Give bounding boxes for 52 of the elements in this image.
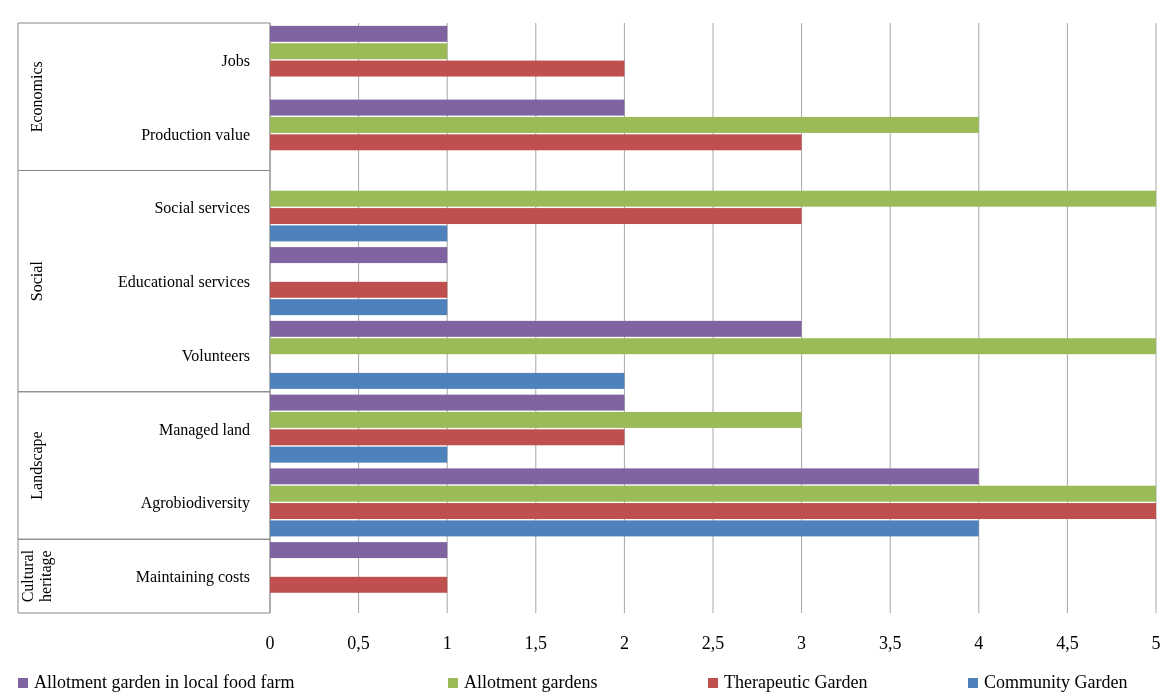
legend-label: Allotment gardens — [464, 672, 598, 692]
y-tick-label: Social services — [154, 199, 250, 217]
y-tick-label: Volunteers — [181, 346, 250, 364]
bar — [270, 99, 625, 116]
text: Social — [28, 260, 45, 302]
bar — [270, 281, 448, 298]
bar — [270, 247, 448, 264]
text: Cultural heritage — [19, 549, 55, 603]
bar — [270, 225, 448, 242]
bar — [270, 542, 448, 559]
bar — [270, 485, 1156, 502]
y-tick-label: Educational services — [118, 273, 250, 291]
bar — [270, 446, 448, 463]
y-tick-label: Jobs — [221, 51, 250, 69]
bar — [270, 411, 802, 428]
legend-label: Allotment garden in local food farm — [34, 672, 295, 692]
x-tick-label: 3,5 — [878, 633, 902, 653]
x-tick-label: 2 — [619, 633, 629, 653]
legend-label: Community Garden — [984, 672, 1128, 692]
bar — [270, 299, 448, 316]
bar — [270, 429, 625, 446]
bar — [270, 116, 979, 133]
bar — [270, 372, 625, 389]
bar — [270, 520, 979, 537]
bar — [270, 190, 1156, 207]
y-tick-label: Production value — [141, 125, 250, 143]
y-tick-label: Maintaining costs — [135, 568, 250, 587]
bar — [270, 134, 802, 151]
x-tick-label: 5 — [1151, 633, 1161, 653]
bar — [270, 208, 802, 225]
x-tick-label: 1,5 — [524, 633, 548, 653]
bar — [270, 468, 979, 485]
bar — [270, 338, 1156, 355]
bar — [270, 394, 625, 411]
x-tick-label: 1 — [442, 633, 452, 653]
bar — [270, 320, 802, 337]
x-tick-label: 2,5 — [701, 633, 725, 653]
x-tick-label: 4 — [974, 633, 984, 653]
y-tick-label: Agrobiodiversity — [140, 494, 250, 513]
text: Economics — [28, 61, 45, 133]
legend-label: Therapeutic Garden — [724, 672, 868, 692]
bar — [270, 576, 448, 593]
text: Landscape — [28, 431, 46, 500]
bar — [270, 43, 448, 60]
bar — [270, 503, 1156, 520]
y-tick-label: Managed land — [158, 420, 250, 439]
bar — [270, 60, 625, 77]
x-tick-label: 4,5 — [1056, 633, 1079, 653]
x-tick-label: 0,5 — [347, 633, 370, 653]
bar — [270, 25, 448, 42]
x-tick-label: 3 — [797, 633, 807, 653]
x-tick-label: 0 — [265, 633, 275, 653]
